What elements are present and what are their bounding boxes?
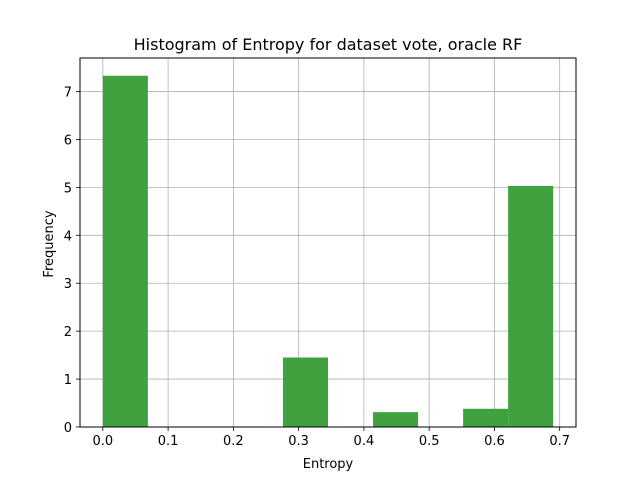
y-tick-label: 3 — [64, 277, 72, 292]
x-tick-label: 0.7 — [549, 434, 570, 449]
x-tick-label: 0.1 — [158, 434, 179, 449]
y-axis-ticks: 0 1 2 3 4 5 6 7 — [64, 86, 80, 436]
x-tick-label: 0.2 — [223, 434, 244, 449]
y-tick-label: 5 — [64, 181, 72, 196]
x-tick-label: 0.5 — [419, 434, 440, 449]
x-tick-label: 0.6 — [484, 434, 505, 449]
x-tick-label: 0.3 — [288, 434, 309, 449]
y-tick-label: 7 — [64, 86, 72, 101]
y-tick-label: 4 — [64, 229, 72, 244]
y-axis-label: Frequency — [42, 210, 57, 277]
chart-title: Histogram of Entropy for dataset vote, o… — [134, 35, 523, 54]
histogram-bar — [282, 357, 328, 427]
histogram-bar — [102, 75, 148, 427]
plot-frame — [79, 57, 577, 428]
y-tick-label: 6 — [64, 133, 72, 148]
y-tick-label: 2 — [64, 325, 72, 340]
x-tick-label: 0.4 — [354, 434, 375, 449]
x-axis-ticks: 0.0 0.1 0.2 0.3 0.4 0.5 0.6 0.7 — [92, 427, 570, 449]
x-tick-label: 0.0 — [92, 434, 113, 449]
y-tick-label: 1 — [64, 373, 72, 388]
histogram-bar — [508, 185, 554, 427]
x-axis-label: Entropy — [303, 457, 354, 472]
histogram-bar — [373, 412, 419, 427]
bars — [102, 75, 554, 427]
histogram-bar — [463, 408, 509, 427]
y-tick-label: 0 — [64, 421, 72, 436]
